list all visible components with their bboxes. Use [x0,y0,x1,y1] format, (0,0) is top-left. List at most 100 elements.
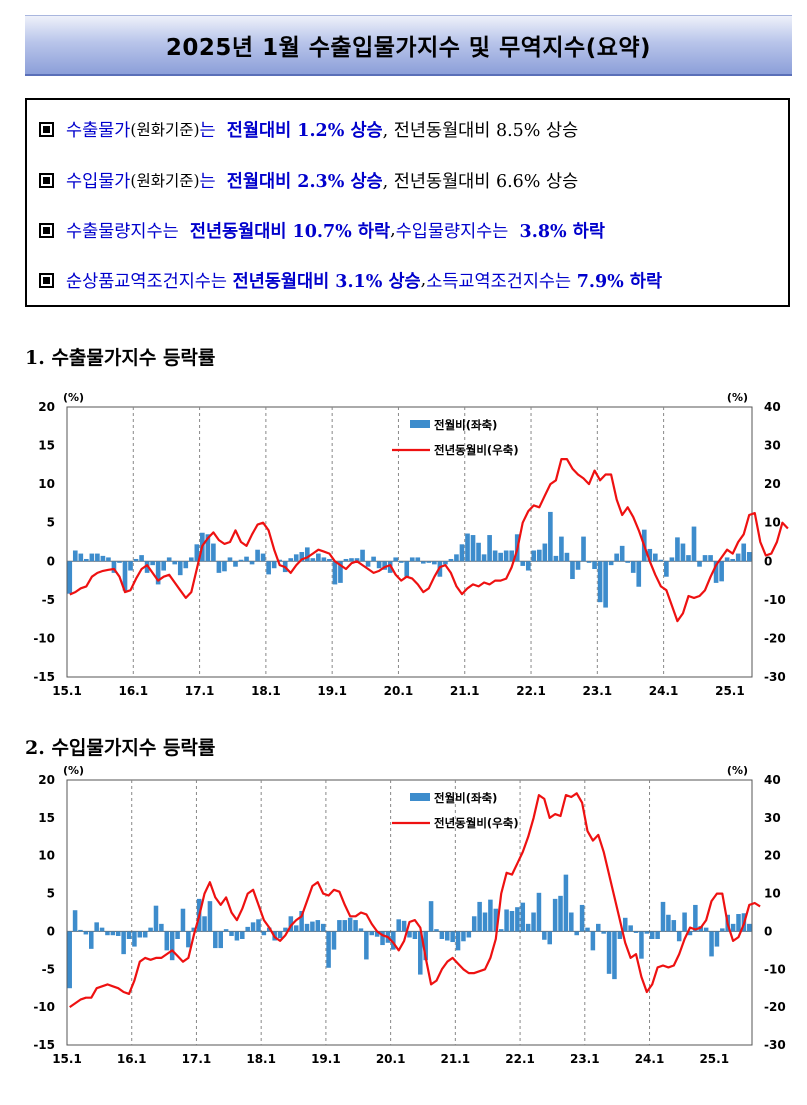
x-tick-label: 24.1 [649,684,679,698]
x-tick-label: 22.1 [516,684,546,698]
bar-mark [67,931,72,989]
summary-item-highlight: 전월대비 1.2% 상승 [226,120,383,141]
bar-mark [647,548,653,562]
bar-mark [617,931,623,939]
bar-mark [570,561,575,580]
bar-mark [691,526,697,562]
bar-mark [137,931,143,938]
bar-mark [432,561,437,565]
bar-mark [299,552,305,562]
y-right-unit: (%) [727,764,748,777]
bar-mark [304,547,310,562]
summary-line-3: 수출물량지수 는 전년동월대비 10.7% 하락, 수입물량지수 는 3.8% 하락 [39,215,605,245]
bar-mark [459,544,465,562]
summary-line-1: 수출물가 (원화기준) 는 전월대비 1.2% 상승, 전년동월대비 8.5% 상승 [39,114,578,144]
x-tick-label: 19.1 [317,684,347,698]
bar-mark [477,901,482,932]
bullet-square-icon [39,121,54,137]
bar-mark [229,931,234,936]
bar-mark [67,561,73,594]
bar-mark [222,561,227,572]
bar-mark [150,561,155,566]
summary-item-label: 수입물가 [66,171,131,192]
summary-item-particle: 는 [162,221,179,242]
y-left-tick-label: -5 [42,962,55,976]
bar-mark [531,912,536,932]
bar-mark [266,561,271,575]
bar-mark [111,561,117,573]
bar-mark [393,557,399,562]
bullet-square-icon [39,222,54,238]
bar-mark [492,550,498,562]
bar-mark [238,559,244,562]
bar-mark [569,912,574,932]
bar-mark [713,561,719,583]
bar-mark [470,535,476,562]
bar-mark [586,561,592,563]
bar-mark [558,895,563,932]
bar-mark [142,931,148,938]
bar-mark [476,542,481,562]
bar-mark [331,931,337,950]
bar-mark [84,558,89,562]
bar-mark [177,561,183,576]
y-left-tick-label: -10 [33,631,55,645]
summary-item-label: 수출물가 [66,120,131,141]
y-right-tick-label: -10 [764,593,786,607]
y-right-tick-label: 20 [764,849,781,863]
x-tick-label: 17.1 [185,684,215,698]
bar-mark [719,561,724,582]
x-tick-label: 16.1 [118,684,148,698]
bar-mark [680,543,686,562]
x-tick-label: 19.1 [311,1052,341,1066]
x-tick-label: 18.1 [251,684,281,698]
bar-mark [553,555,559,562]
bar-mark [172,561,178,565]
legend-label: 전년동월비(우축) [434,816,519,830]
x-tick-label: 15.1 [52,1052,82,1066]
bar-mark [536,549,542,562]
bar-mark [245,926,250,932]
bar-mark [260,553,266,562]
bar-mark [596,923,601,932]
bar-mark [105,931,110,936]
bar-mark [520,902,526,932]
bar-mark [585,927,590,932]
summary-line-4: 순상품교역조건지수 는 전년동월대비 3.1% 상승, 소득교역조건지수 는 7.9… [39,265,662,295]
bar-mark [608,561,614,566]
bar-mark [504,909,509,932]
x-tick-label: 20.1 [384,684,414,698]
bar-mark [299,910,304,932]
bar-mark [106,557,111,562]
y-right-tick-label: 40 [764,773,781,787]
legend-label: 전월비(좌축) [434,791,497,805]
bar-mark [407,931,412,938]
bar-mark [186,931,191,948]
bar-mark [342,920,348,932]
bar-mark [72,550,78,562]
section-title-1: 1. 수출물가지수 등락률 [25,347,216,369]
bar-mark [547,931,553,945]
legend-label: 전년동월비(우축) [434,443,519,457]
bar-mark [559,536,564,562]
x-tick-label: 23.1 [570,1052,600,1066]
x-tick-label: 23.1 [583,684,613,698]
bar-mark [304,923,310,932]
bar-mark [310,558,316,562]
y-right-tick-label: 20 [764,477,781,491]
bar-mark [590,931,596,951]
y-right-tick-label: 0 [764,924,772,938]
bar-mark [153,905,159,932]
bullet-square-icon [39,272,54,288]
bar-mark [644,931,650,934]
bar-mark [592,561,597,569]
bar-mark [205,534,211,562]
summary-item-label-2: 수입물량지수 [395,221,493,242]
bar-mark [316,553,321,562]
page-title: 2025년 1월 수출입물가지수 및 무역지수(요약) [25,15,792,76]
bar-mark [552,898,558,932]
bar-mark [420,561,426,564]
series-line [69,792,761,1009]
bar-mark [338,561,343,583]
x-tick-label: 16.1 [117,1052,147,1066]
